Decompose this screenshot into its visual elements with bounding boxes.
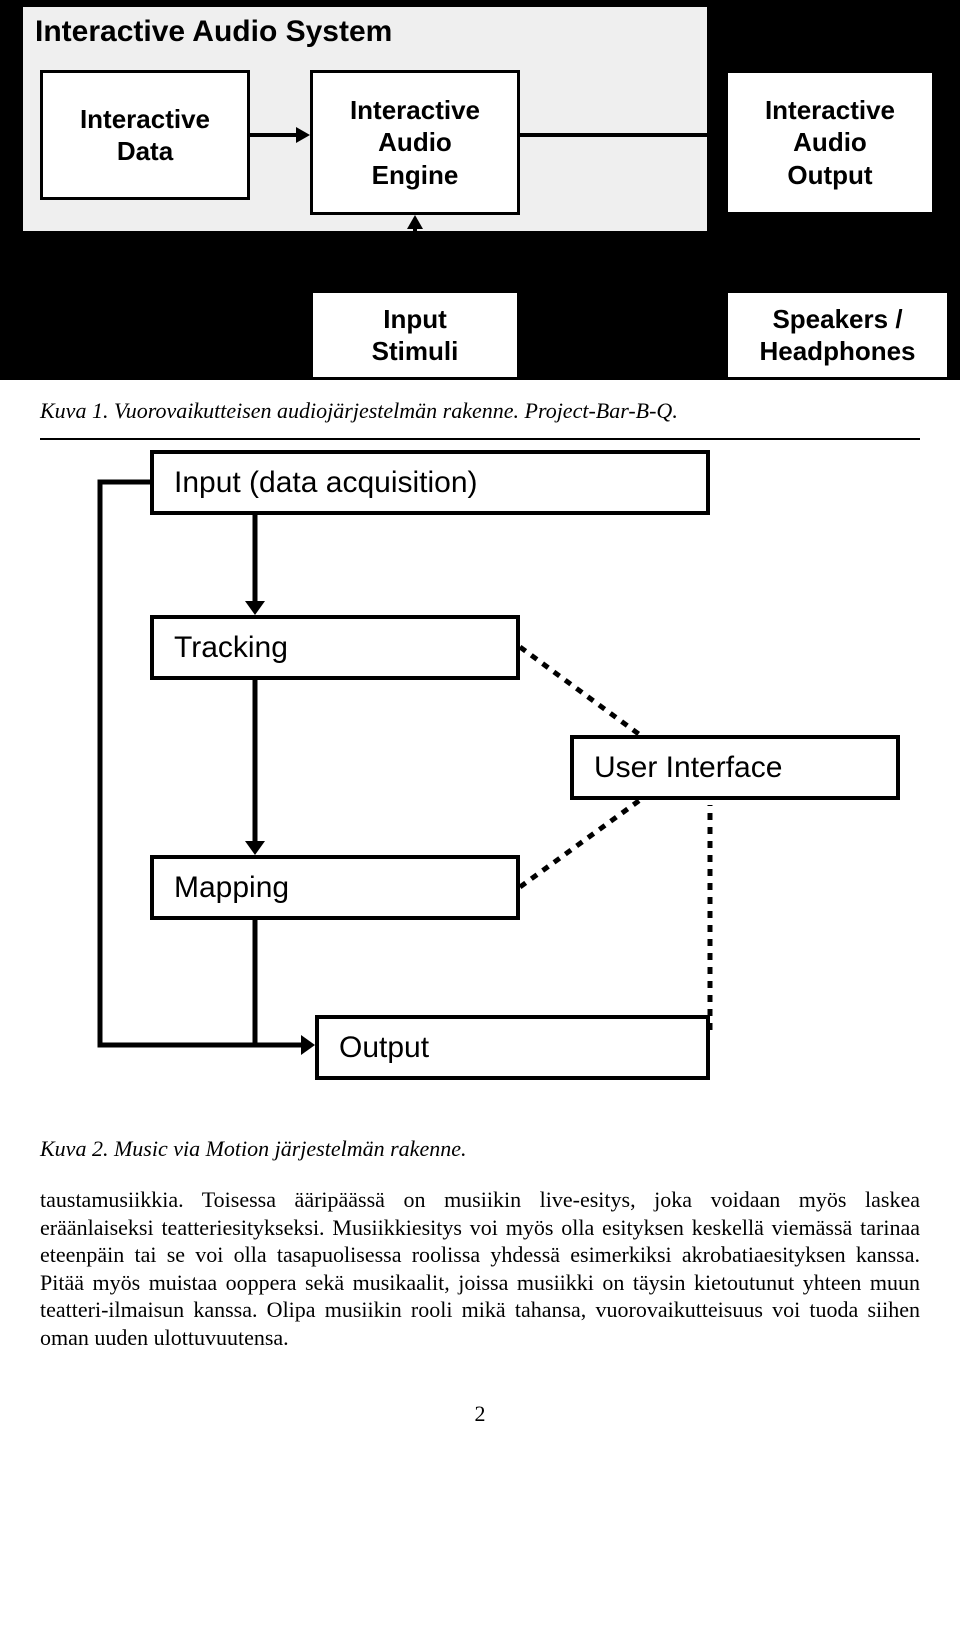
d2-node-tracking: Tracking bbox=[150, 615, 520, 680]
figure-2-caption: Kuva 2. Music via Motion järjestelmän ra… bbox=[0, 1118, 960, 1176]
diagram-music-via-motion: Input (data acquisition) Tracking User Int… bbox=[40, 438, 920, 1118]
diagram-interactive-audio-system: Interactive Audio System InteractiveData I… bbox=[0, 0, 960, 380]
d2-node-input: Input (data acquisition) bbox=[150, 450, 710, 515]
figure-1-caption: Kuva 1. Vuorovaikutteisen audiojärjestel… bbox=[0, 380, 960, 438]
d1-node-engine: InteractiveAudioEngine bbox=[310, 70, 520, 215]
body-paragraph: taustamusiikkia. Toisessa ääripäässä on … bbox=[0, 1176, 960, 1371]
page-number: 2 bbox=[0, 1371, 960, 1447]
d2-node-output: Output bbox=[315, 1015, 710, 1080]
d1-node-speakers: Speakers /Headphones bbox=[725, 290, 950, 380]
d1-node-stimuli: InputStimuli bbox=[310, 290, 520, 380]
ias-title: Interactive Audio System bbox=[23, 7, 707, 57]
d2-node-mapping: Mapping bbox=[150, 855, 520, 920]
d2-node-ui: User Interface bbox=[570, 735, 900, 800]
d1-node-output: InteractiveAudioOutput bbox=[725, 70, 935, 215]
d1-node-data: InteractiveData bbox=[40, 70, 250, 200]
